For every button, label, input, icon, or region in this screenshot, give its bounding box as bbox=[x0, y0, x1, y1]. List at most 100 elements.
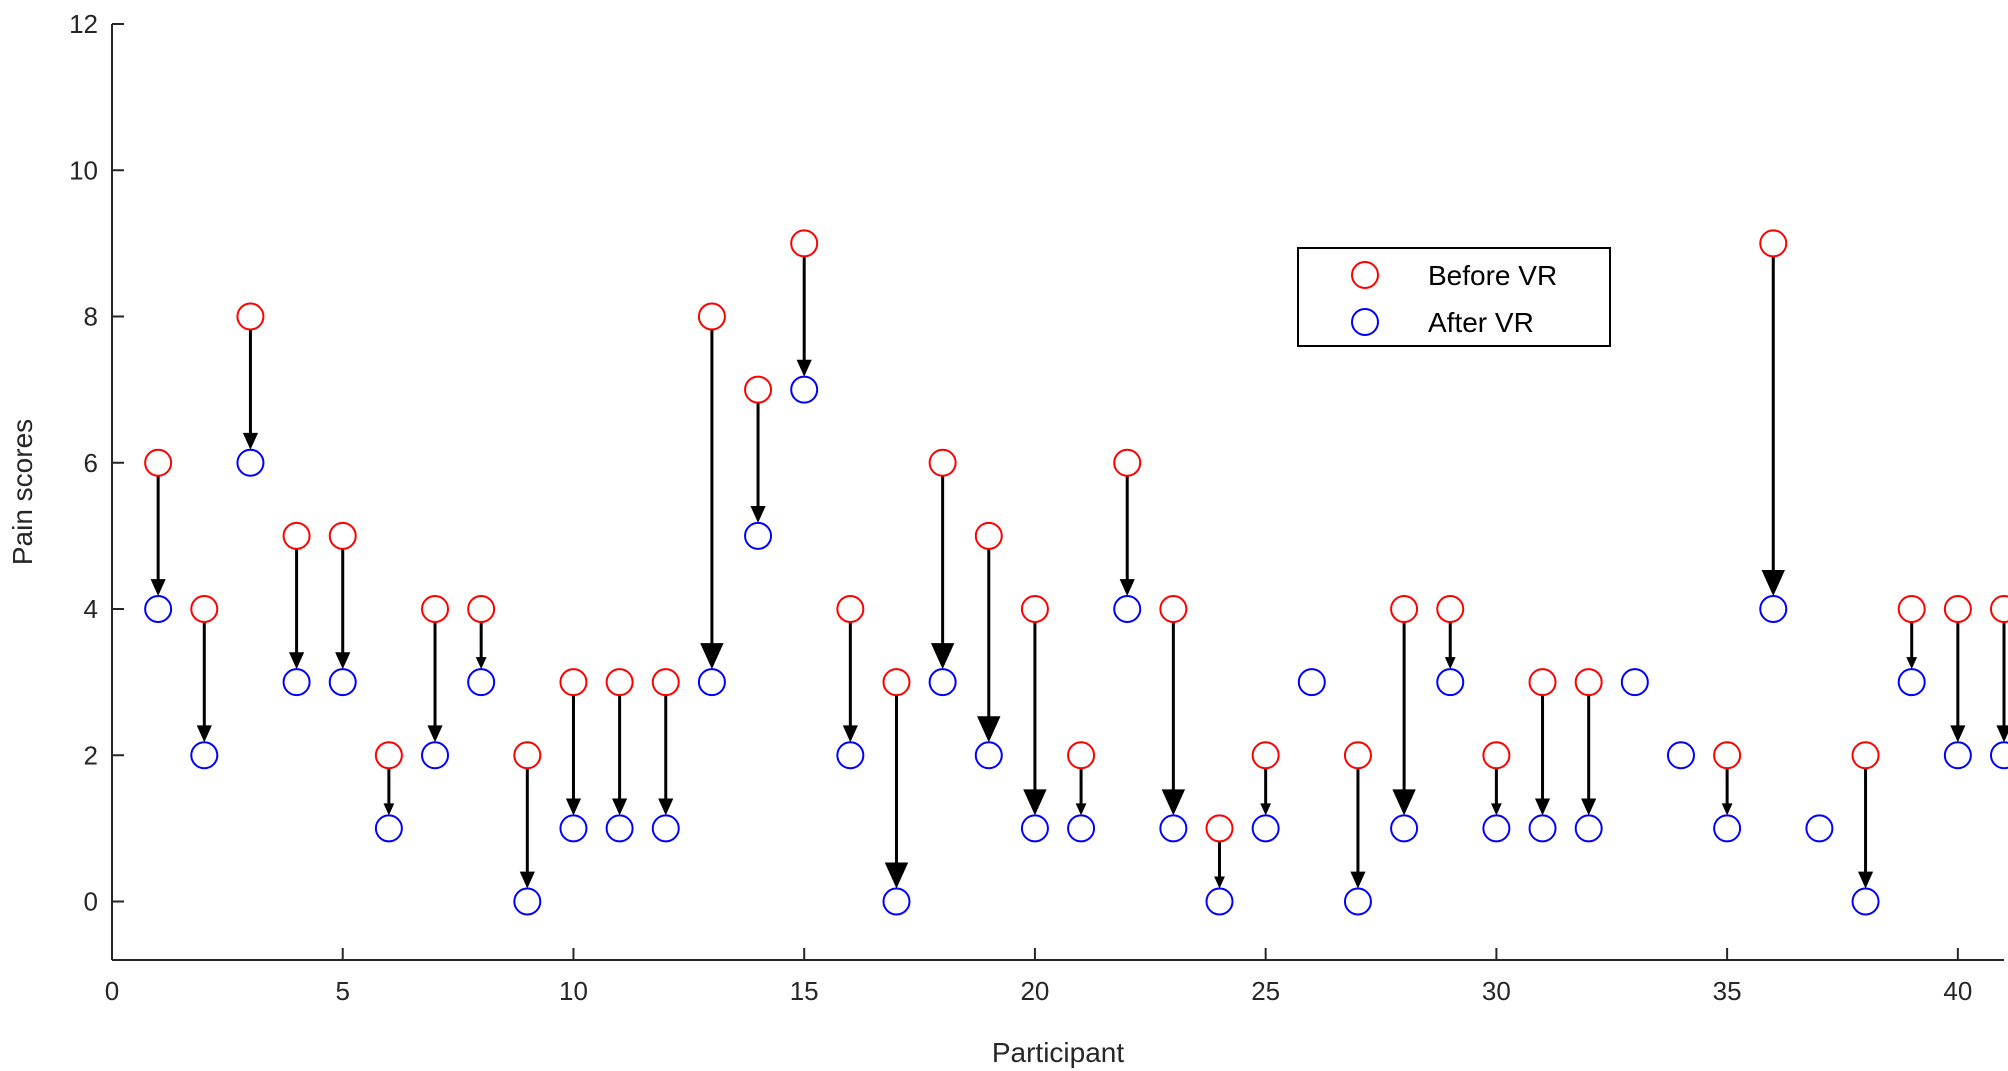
arrow-head bbox=[1950, 725, 1966, 743]
before-vr-point bbox=[1205, 814, 1234, 843]
before-vr-point bbox=[1713, 741, 1742, 770]
arrow-head bbox=[1075, 803, 1087, 816]
after-vr-point bbox=[744, 521, 773, 550]
arrow-head bbox=[1721, 803, 1733, 816]
after-vr-point bbox=[882, 887, 911, 916]
before-vr-point bbox=[190, 595, 219, 623]
arrow-head bbox=[1119, 579, 1135, 596]
before-vr-point bbox=[790, 229, 819, 258]
after-vr-point bbox=[559, 814, 588, 843]
arrow-head bbox=[383, 803, 395, 816]
after-vr-point bbox=[605, 814, 634, 843]
arrow-head bbox=[519, 871, 535, 889]
x-tick-label: 15 bbox=[790, 976, 819, 1006]
before-vr-point bbox=[651, 668, 680, 697]
after-vr-point bbox=[467, 668, 496, 697]
after-vr-point bbox=[1897, 668, 1926, 697]
after-vr-point bbox=[1482, 814, 1511, 843]
after-vr-point bbox=[1205, 887, 1234, 916]
after-vr-point bbox=[1390, 814, 1419, 843]
after-vr-point bbox=[1851, 887, 1880, 916]
arrow-head bbox=[750, 506, 766, 523]
before-vr-point bbox=[1251, 741, 1280, 770]
after-vr-point bbox=[1759, 595, 1788, 623]
data-markers bbox=[144, 229, 2008, 916]
y-tick-label: 6 bbox=[84, 448, 98, 478]
arrow-head bbox=[289, 652, 305, 670]
after-vr-point bbox=[1251, 814, 1280, 843]
arrow-head bbox=[1023, 789, 1047, 816]
after-vr-point bbox=[790, 375, 819, 404]
change-arrows bbox=[150, 256, 2008, 889]
before-vr-point bbox=[513, 741, 542, 770]
after-vr-point bbox=[1574, 814, 1603, 843]
x-tick-label: 25 bbox=[1251, 976, 1280, 1006]
legend-marker-before-vr bbox=[1351, 261, 1379, 289]
before-vr-point bbox=[744, 375, 773, 404]
arrow-head bbox=[1260, 803, 1272, 816]
before-vr-point bbox=[144, 448, 173, 477]
after-vr-point bbox=[836, 741, 865, 770]
arrow-head bbox=[612, 798, 628, 816]
arrow-head bbox=[1444, 657, 1456, 670]
arrow-head bbox=[1214, 876, 1225, 889]
before-vr-point bbox=[1943, 595, 1972, 623]
arrow-head bbox=[1857, 871, 1874, 889]
arrow-head bbox=[1996, 725, 2008, 743]
x-tick-label: 30 bbox=[1482, 976, 1511, 1006]
x-tick-label: 20 bbox=[1020, 976, 1049, 1006]
x-tick-label: 40 bbox=[1943, 976, 1972, 1006]
before-vr-point bbox=[467, 595, 496, 623]
x-tick-label: 35 bbox=[1713, 976, 1742, 1006]
arrow-head bbox=[977, 716, 1001, 743]
arrow-head bbox=[842, 725, 858, 743]
arrow-head bbox=[1581, 798, 1597, 816]
before-vr-point bbox=[1574, 668, 1603, 697]
after-vr-point bbox=[1666, 741, 1695, 770]
arrow-head bbox=[1534, 798, 1551, 816]
after-vr-point bbox=[1528, 814, 1557, 843]
arrow-head bbox=[1161, 789, 1186, 816]
y-tick-label: 0 bbox=[84, 887, 98, 917]
before-vr-point bbox=[836, 595, 865, 623]
before-vr-point bbox=[1159, 595, 1188, 623]
before-vr-point bbox=[1390, 595, 1419, 623]
after-vr-point bbox=[328, 668, 357, 697]
arrow-head bbox=[1350, 871, 1366, 889]
before-vr-point bbox=[1851, 741, 1880, 770]
y-ticks: 0 2 4 6 8 10 12 bbox=[69, 9, 124, 917]
before-vr-point bbox=[328, 521, 357, 550]
arrow-head bbox=[1490, 803, 1502, 816]
before-vr-point bbox=[1897, 595, 1926, 623]
legend-marker-after-vr bbox=[1351, 308, 1379, 336]
after-vr-point bbox=[1297, 668, 1326, 697]
before-vr-point bbox=[1436, 595, 1465, 623]
arrow-head bbox=[150, 579, 166, 596]
x-tick-label: 10 bbox=[559, 976, 588, 1006]
after-vr-point bbox=[144, 595, 173, 623]
after-vr-point bbox=[190, 741, 219, 770]
before-vr-point bbox=[559, 668, 588, 697]
before-vr-point bbox=[1113, 448, 1142, 477]
y-tick-label: 8 bbox=[84, 302, 98, 332]
arrow-head bbox=[335, 652, 351, 670]
arrow-head bbox=[658, 798, 674, 816]
x-tick-label: 0 bbox=[105, 976, 119, 1006]
arrow-head bbox=[565, 798, 582, 816]
arrow-head bbox=[1761, 570, 1785, 596]
after-vr-point bbox=[236, 448, 265, 477]
y-tick-label: 4 bbox=[84, 594, 98, 624]
x-axis-label: Participant bbox=[992, 1037, 1125, 1068]
after-vr-point bbox=[697, 668, 726, 697]
y-tick-label: 10 bbox=[69, 155, 98, 185]
after-vr-point bbox=[1620, 668, 1649, 697]
x-tick-label: 5 bbox=[335, 976, 349, 1006]
before-vr-point bbox=[1020, 595, 1049, 623]
x-ticks: 0 5 10 15 20 25 30 35 40 bbox=[105, 948, 1972, 1006]
legend: Before VR After VR bbox=[1297, 247, 1611, 347]
after-vr-point bbox=[1343, 887, 1372, 916]
after-vr-point bbox=[1713, 814, 1742, 843]
arrow-head bbox=[1392, 789, 1416, 816]
before-vr-point bbox=[1482, 741, 1511, 770]
